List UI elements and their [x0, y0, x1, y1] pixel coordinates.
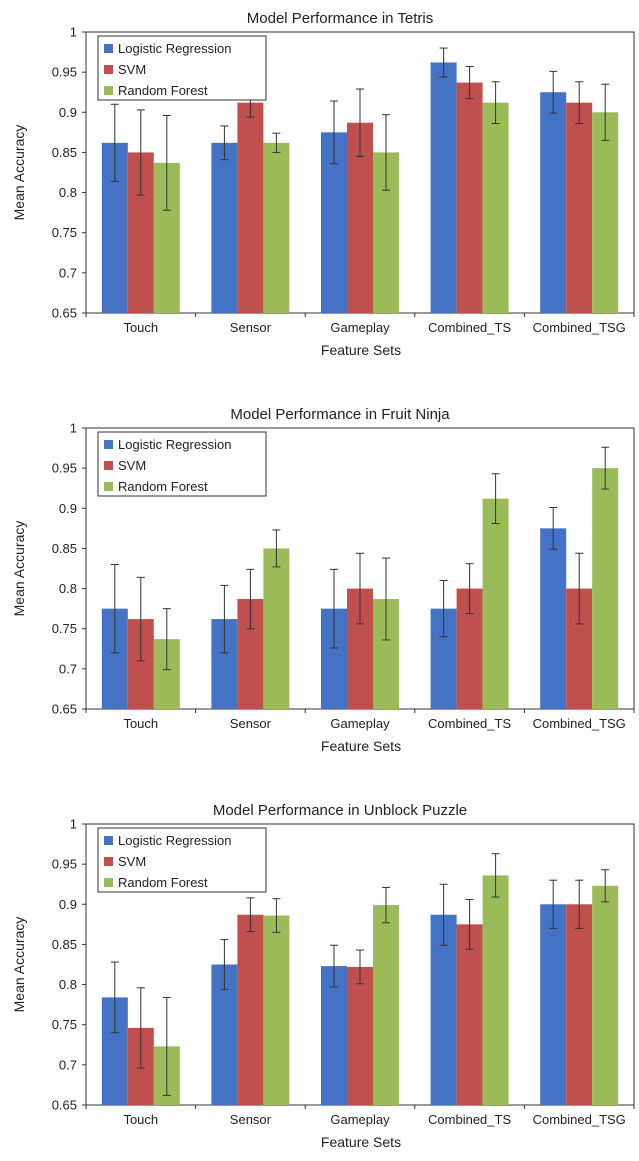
bar-random-forest-combined_tsg [592, 112, 619, 314]
x-tick-label: Combined_TS [428, 320, 511, 335]
legend-box [97, 35, 267, 101]
y-tick-label: 0.8 [59, 581, 77, 596]
y-tick-label: 0.8 [59, 977, 77, 992]
chart-panel-1: Model Performance in Tetris 0.65 0.7 0.75 0.… [11, 10, 635, 358]
bar-random-forest-combined_tsg [592, 885, 619, 1105]
legend-swatch-random-forest [104, 878, 113, 887]
y-axis-label: Mean Accuracy [11, 125, 27, 221]
x-tick-label: Sensor [230, 1112, 272, 1127]
y-tick-label: 0.8 [59, 185, 77, 200]
bar-svm-combined_ts [456, 82, 483, 313]
legend-swatch-logistic-regression [104, 44, 113, 53]
chart-title: Model Performance in Fruit Ninja [230, 406, 450, 423]
y-tick-label: 0.85 [52, 541, 77, 556]
y-tick-label: 0.7 [59, 265, 77, 280]
legend-swatch-logistic-regression [104, 836, 113, 845]
y-tick-label: 0.95 [52, 857, 77, 872]
bar-logistic-regression-sensor [211, 142, 238, 313]
legend-label: SVM [118, 62, 146, 77]
bar-svm-combined_ts [456, 924, 483, 1105]
bar-logistic-regression-combined_ts [430, 62, 457, 313]
legend-label: Logistic Regression [118, 41, 231, 56]
y-axis-label: Mean Accuracy [11, 917, 27, 1013]
x-tick-label: Gameplay [330, 320, 390, 335]
bar-random-forest-combined_ts [482, 875, 509, 1105]
x-tick-label: Combined_TS [428, 716, 511, 731]
legend-swatch-random-forest [104, 86, 113, 95]
bar-logistic-regression-combined_tsg [540, 904, 567, 1105]
bar-random-forest-combined_ts [482, 498, 509, 709]
bar-random-forest-sensor [263, 915, 290, 1105]
y-tick-label: 0.7 [59, 1057, 77, 1072]
x-tick-label: Gameplay [330, 1112, 390, 1127]
x-axis-label: Feature Sets [321, 738, 401, 754]
y-tick-label: 1 [70, 421, 77, 436]
bar-random-forest-gameplay [373, 905, 399, 1105]
x-tick-label: Sensor [230, 716, 272, 731]
legend-label: Random Forest [118, 875, 208, 890]
bar-svm-combined_tsg [566, 102, 593, 313]
chart-panel-3: Model Performance in Unblock Puzzle 0.65 0… [11, 802, 635, 1150]
legend-label: Random Forest [118, 479, 208, 494]
x-axis-label: Feature Sets [321, 342, 401, 358]
y-tick-label: 0.85 [52, 145, 77, 160]
legend-label: Logistic Regression [118, 833, 231, 848]
y-tick-label: 1 [70, 817, 77, 832]
bar-svm-combined_tsg [566, 904, 593, 1105]
bar-random-forest-sensor [263, 142, 290, 313]
legend-label: Logistic Regression [118, 437, 231, 452]
legend-box [97, 431, 267, 497]
y-tick-label: 0.7 [59, 661, 77, 676]
chart-title: Model Performance in Tetris [247, 10, 433, 27]
bar-logistic-regression-combined_tsg [540, 92, 567, 313]
legend-label: SVM [118, 458, 146, 473]
x-tick-label: Sensor [230, 320, 272, 335]
chart-title: Model Performance in Unblock Puzzle [213, 802, 467, 819]
y-tick-label: 0.95 [52, 65, 77, 80]
bar-random-forest-combined_tsg [592, 468, 619, 709]
bar-logistic-regression-gameplay [321, 966, 347, 1105]
x-tick-label: Gameplay [330, 716, 390, 731]
y-tick-label: 0.9 [59, 501, 77, 516]
x-tick-label: Touch [123, 716, 158, 731]
bar-random-forest-combined_ts [482, 102, 509, 313]
y-tick-label: 0.9 [59, 105, 77, 120]
chart-panel-2: Model Performance in Fruit Ninja 0.65 0.7 0… [11, 406, 635, 754]
bar-svm-gameplay [347, 966, 373, 1105]
legend-box [97, 827, 267, 893]
y-tick-label: 0.65 [52, 306, 77, 321]
x-tick-label: Touch [123, 1112, 158, 1127]
legend-swatch-svm [104, 65, 113, 74]
legend-swatch-logistic-regression [104, 440, 113, 449]
legend-swatch-random-forest [104, 482, 113, 491]
y-tick-label: 0.75 [52, 1017, 77, 1032]
bar-svm-sensor [237, 914, 264, 1105]
legend-swatch-svm [104, 461, 113, 470]
y-tick-label: 0.65 [52, 1098, 77, 1113]
x-tick-label: Touch [123, 320, 158, 335]
x-tick-label: Combined_TSG [533, 320, 626, 335]
y-tick-label: 0.85 [52, 937, 77, 952]
y-axis-label: Mean Accuracy [11, 521, 27, 617]
legend-label: Random Forest [118, 83, 208, 98]
bar-random-forest-sensor [263, 548, 290, 709]
legend-label: SVM [118, 854, 146, 869]
y-tick-label: 0.75 [52, 621, 77, 636]
y-tick-label: 0.75 [52, 225, 77, 240]
bar-svm-sensor [237, 102, 264, 313]
y-tick-label: 1 [70, 25, 77, 40]
x-tick-label: Combined_TSG [533, 716, 626, 731]
x-tick-label: Combined_TSG [533, 1112, 626, 1127]
bar-logistic-regression-combined_ts [430, 914, 457, 1105]
x-axis-label: Feature Sets [321, 1134, 401, 1150]
y-tick-label: 0.95 [52, 461, 77, 476]
x-tick-label: Combined_TS [428, 1112, 511, 1127]
y-tick-label: 0.9 [59, 897, 77, 912]
legend-swatch-svm [104, 857, 113, 866]
y-tick-label: 0.65 [52, 702, 77, 717]
bar-logistic-regression-combined_tsg [540, 528, 567, 709]
